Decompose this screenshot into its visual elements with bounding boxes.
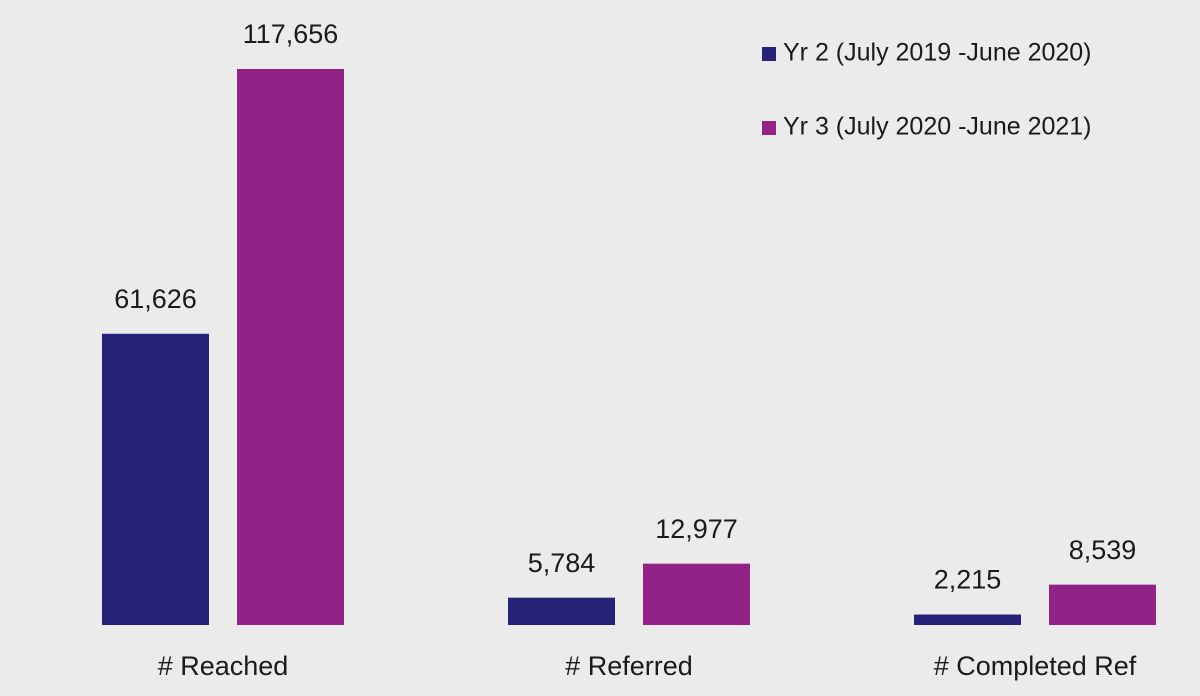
legend-swatch bbox=[762, 121, 776, 135]
value-label: 2,215 bbox=[934, 565, 1002, 595]
value-label: 12,977 bbox=[655, 514, 738, 544]
value-label: 117,656 bbox=[243, 19, 339, 49]
legend-swatch bbox=[762, 47, 776, 61]
x-tick-label: # Completed Ref bbox=[934, 651, 1137, 681]
legend-label: Yr 2 (July 2019 -June 2020) bbox=[783, 39, 1092, 67]
x-tick-label: # Reached bbox=[158, 651, 289, 681]
value-label: 5,784 bbox=[528, 548, 596, 578]
bar bbox=[1049, 584, 1156, 625]
bar bbox=[237, 69, 344, 625]
bar bbox=[914, 614, 1021, 625]
legend-label: Yr 3 (July 2020 -June 2021) bbox=[783, 113, 1092, 141]
bar bbox=[643, 563, 750, 625]
bar bbox=[102, 333, 209, 625]
value-label: 8,539 bbox=[1069, 535, 1137, 565]
x-tick-label: # Referred bbox=[565, 651, 693, 681]
value-label: 61,626 bbox=[114, 284, 197, 314]
bar bbox=[508, 597, 615, 625]
